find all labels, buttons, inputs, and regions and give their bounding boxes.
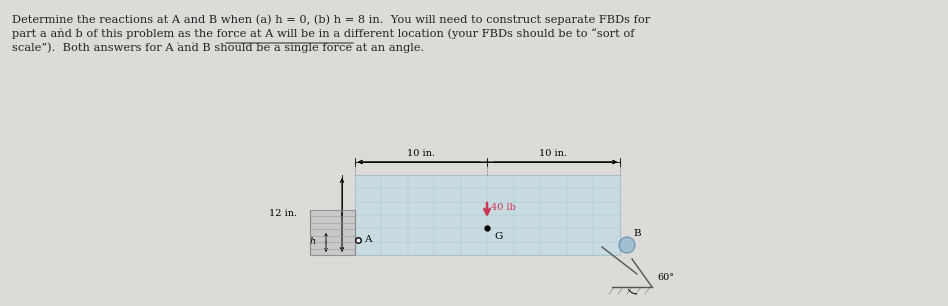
Text: 60°: 60°: [657, 273, 674, 282]
Text: A: A: [364, 236, 372, 244]
Text: h: h: [310, 237, 316, 247]
Circle shape: [619, 237, 635, 253]
Bar: [355, 175, 620, 255]
Text: 10 in.: 10 in.: [407, 149, 435, 158]
Text: 40 lb: 40 lb: [491, 203, 516, 212]
Text: part a and b of this problem as the force at A will be in a different location (: part a and b of this problem as the forc…: [12, 28, 634, 39]
Text: 12 in.: 12 in.: [269, 210, 297, 218]
Text: scale”).  Both answers for A and B should be a single force at an angle.: scale”). Both answers for A and B should…: [12, 42, 425, 53]
Bar: [310, 210, 355, 255]
Text: G: G: [494, 232, 502, 241]
Text: Determine the reactions at A and B when (a) h = 0, (b) h = 8 in.  You will need : Determine the reactions at A and B when …: [12, 14, 650, 24]
Text: 10 in.: 10 in.: [539, 149, 568, 158]
Text: B: B: [633, 229, 641, 238]
